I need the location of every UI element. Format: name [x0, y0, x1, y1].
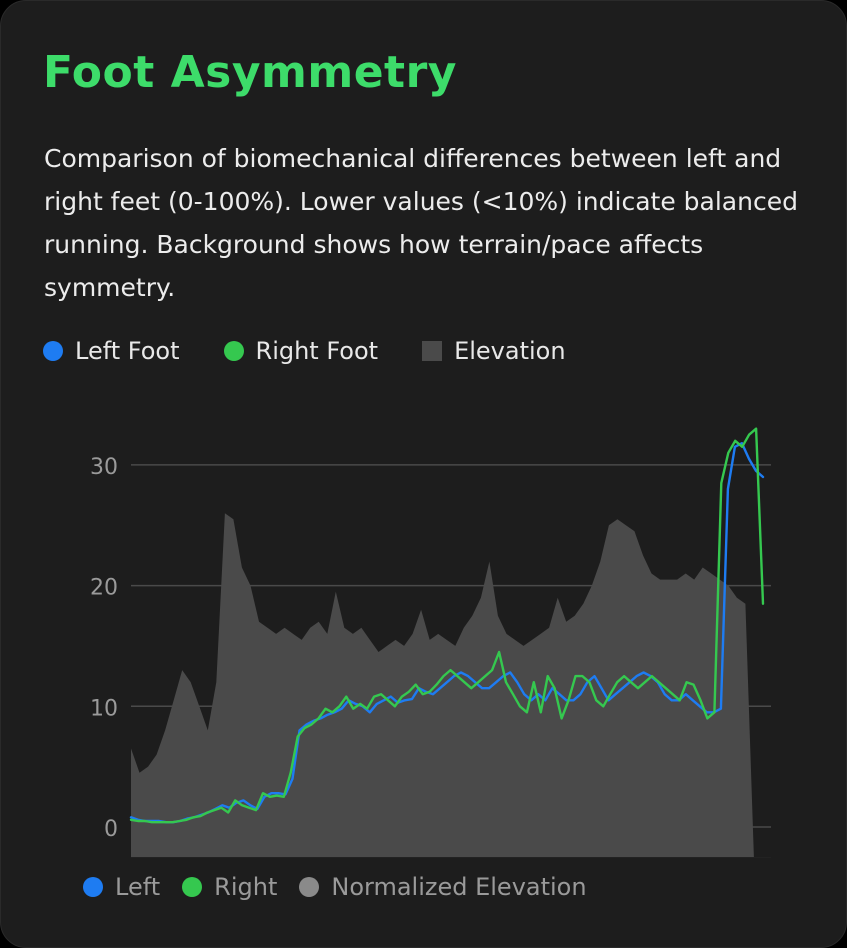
legend-label-right-foot: Right Foot: [255, 337, 379, 365]
chart-description: Comparison of biomechanical differences …: [44, 144, 798, 302]
right-foot-swatch: [223, 341, 244, 361]
legend-bottom: Left Right Normalized Elevation: [83, 873, 609, 901]
asymmetry-chart: 0 10 20 30: [90, 427, 771, 858]
legend-item-left-foot[interactable]: Left Foot: [43, 337, 180, 365]
legend-label-elevation: Elevation: [454, 337, 566, 365]
left-foot-swatch: [43, 341, 63, 361]
legend-top: Left Foot Right Foot Elevation: [43, 337, 610, 365]
left-swatch: [83, 877, 103, 897]
elevation-area: [131, 513, 771, 858]
elevation-swatch: [422, 341, 443, 361]
legend-item-normalized-elevation[interactable]: Normalized Elevation: [299, 873, 587, 901]
y-tick-label: 10: [90, 696, 118, 721]
series-line-right: [129, 427, 765, 824]
y-tick-label: 0: [104, 817, 118, 842]
legend-item-elevation[interactable]: Elevation: [422, 337, 566, 365]
legend-item-left[interactable]: Left: [83, 873, 160, 901]
legend-item-right-foot[interactable]: Right Foot: [223, 337, 379, 365]
legend-label-right: Right: [214, 873, 278, 901]
legend-label-left: Left: [115, 873, 161, 901]
page-title: Foot Asymmetry: [43, 47, 457, 98]
legend-item-right[interactable]: Right: [182, 873, 277, 901]
y-tick-label: 20: [90, 576, 118, 601]
y-tick-label: 30: [90, 455, 118, 480]
legend-label-normalized-elevation: Normalized Elevation: [331, 873, 587, 901]
legend-label-left-foot: Left Foot: [75, 337, 180, 365]
right-swatch: [182, 877, 203, 897]
normalized-elevation-swatch: [299, 877, 320, 897]
